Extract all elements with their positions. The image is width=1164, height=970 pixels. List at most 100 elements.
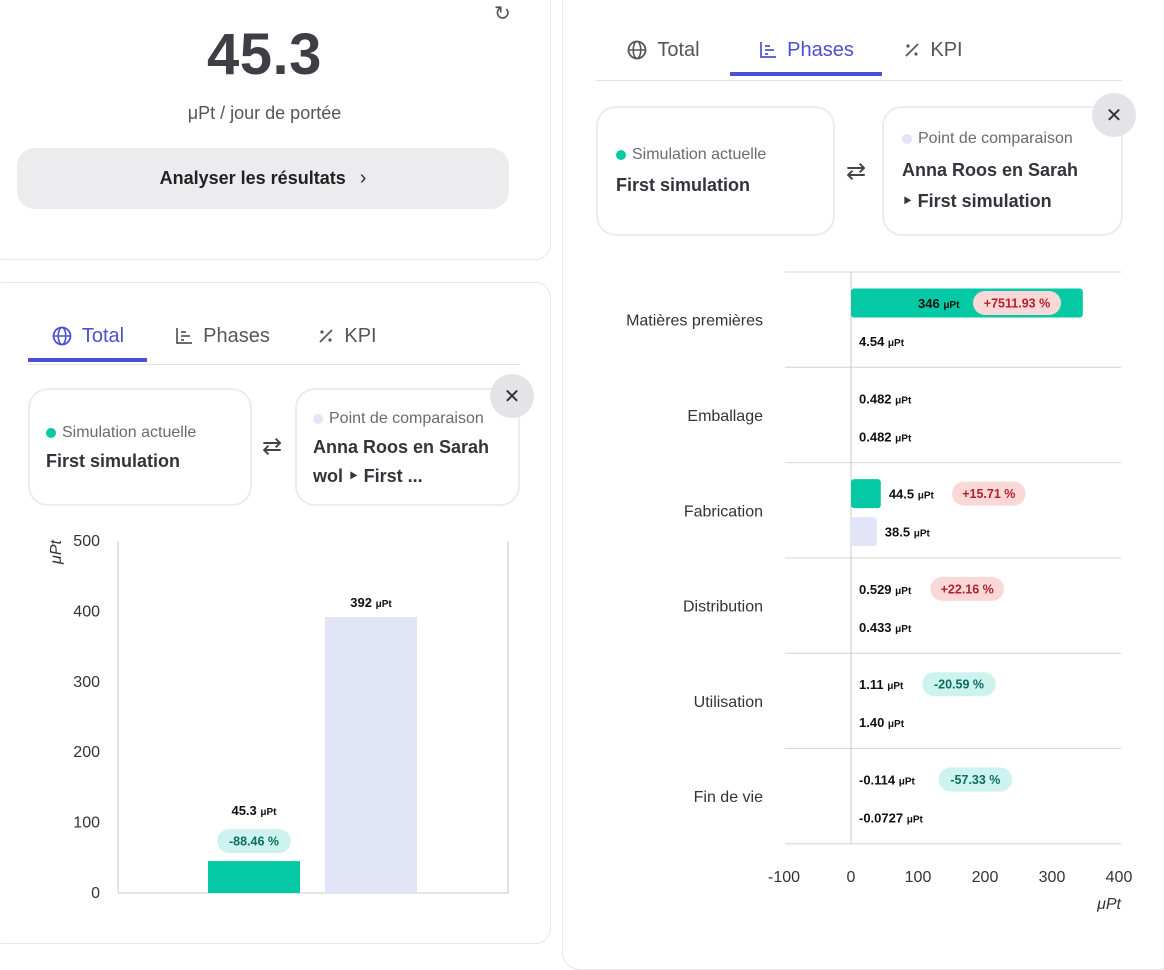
category-label: Fin de vie [694, 789, 763, 806]
comparison-point-name-line1: Anna Roos en Sarah [902, 160, 1079, 180]
tab-total-label: Total [81, 324, 125, 347]
current-simulation-box: Simulation actuelle First simulation [596, 106, 835, 236]
comparison-point-label: Point de comparaison [313, 410, 484, 428]
tab-total[interactable]: Total [28, 312, 147, 362]
comparison-point-name-line2: ‣ First simulation [902, 191, 1052, 211]
bar-value-label: 392 μPt [350, 595, 392, 610]
y-tick-label: 400 [73, 603, 100, 620]
score-card: ↻ 45.3 μPt / jour de portée Analyser les… [0, 0, 551, 260]
chevron-right-icon: › [359, 167, 367, 189]
globe-icon [627, 40, 647, 60]
current-simulation-label: Simulation actuelle [616, 146, 766, 164]
change-badge [973, 291, 1061, 315]
comparison-value-label: -0.0727 μPt [859, 811, 923, 826]
current-simulation-box: Simulation actuelle First simulation [28, 388, 252, 506]
tabs-divider [596, 80, 1122, 81]
current-value-label: 346 μPt [918, 296, 960, 311]
current-value-label: 0.482 μPt [859, 391, 912, 406]
score-unit: μPt / jour de portée [187, 103, 342, 123]
y-tick-label: 200 [73, 744, 100, 761]
change-badge-label: +22.16 % [941, 582, 994, 596]
percent-icon [319, 329, 333, 343]
category-label: Matières premières [626, 313, 763, 330]
current-simulation-label: Simulation actuelle [46, 424, 196, 442]
comparison-dot-icon [313, 414, 323, 424]
current-value-label: -0.114 μPt [859, 773, 916, 788]
tab-kpi-label: KPI [344, 324, 377, 347]
change-badge [938, 767, 1013, 792]
close-comparison-button[interactable]: ✕ [490, 374, 534, 418]
current-simulation-name: First simulation [46, 451, 181, 471]
right-tabs: Total Phases KPI [596, 26, 984, 76]
bar [325, 617, 417, 893]
tab-total-label: Total [657, 38, 700, 61]
current-simulation-name: First simulation [616, 175, 751, 195]
x-tick-label: 100 [905, 869, 932, 886]
change-badge [922, 672, 996, 697]
swap-icon[interactable]: ⇄ [846, 158, 867, 185]
change-badge-label: -57.33 % [950, 773, 1000, 787]
category-label: Fabrication [684, 503, 763, 520]
swap-icon[interactable]: ⇄ [262, 433, 283, 460]
change-badge-label: +15.71 % [962, 487, 1015, 501]
change-badge-label: -88.46 % [229, 835, 279, 849]
bar-value-label: 45.3 μPt [231, 803, 277, 818]
change-badge [930, 576, 1004, 601]
current-dot-icon [616, 150, 626, 160]
tab-total[interactable]: Total [596, 26, 730, 74]
close-comparison-button[interactable]: ✕ [1092, 93, 1136, 137]
current-value-label: 1.11 μPt [859, 677, 904, 692]
comparison-value-label: 38.5 μPt [885, 525, 931, 540]
category-label: Utilisation [694, 694, 763, 711]
comparison-point-box[interactable]: Point de comparaison Anna Roos en Sarah … [295, 388, 520, 506]
globe-icon [52, 326, 72, 346]
category-label: Emballage [687, 408, 763, 425]
close-icon: ✕ [1105, 104, 1123, 127]
tab-kpi[interactable]: KPI [882, 26, 984, 74]
bar-chart-icon [176, 328, 193, 344]
comparison-value-label: 0.482 μPt [859, 429, 912, 444]
x-tick-label: 200 [972, 869, 999, 886]
comparison-bar [851, 517, 877, 547]
analyze-results-button[interactable]: Analyser les résultats › [17, 148, 509, 209]
bar [208, 861, 300, 893]
close-icon: ✕ [503, 385, 521, 408]
comparison-point-label: Point de comparaison [902, 130, 1073, 148]
comparison-point-name-line2: wol ‣ First ... [313, 466, 423, 486]
tab-phases[interactable]: Phases [730, 26, 882, 76]
comparison-value-label: 0.433 μPt [859, 620, 912, 635]
total-bar-chart: 500 400 300 200 100 0 μPt -88.46 % 45.3 μPt 392 μ… [48, 533, 509, 902]
current-dot-icon [46, 428, 56, 438]
y-axis-label: μPt [48, 540, 65, 565]
tab-phases-label: Phases [203, 324, 270, 347]
comparison-point-box[interactable]: Point de comparaison Anna Roos en Sarah … [882, 106, 1123, 236]
phases-bar-chart: -100 0 100 200 300 400 μPt Matières premières 34… [626, 271, 1133, 913]
y-tick-label: 500 [73, 533, 100, 550]
current-value-label: 44.5 μPt [889, 487, 935, 502]
change-badge [217, 829, 291, 854]
x-tick-label: 0 [847, 869, 856, 886]
comparison-point-name-line1: Anna Roos en Sarah [313, 437, 490, 457]
y-tick-label: 100 [73, 815, 100, 832]
tab-kpi[interactable]: KPI [297, 312, 397, 360]
tabs-divider [28, 364, 520, 365]
category-label: Distribution [683, 599, 763, 616]
change-badge [952, 481, 1026, 506]
change-badge-label: -20.59 % [934, 678, 984, 692]
x-tick-label: 400 [1106, 869, 1133, 886]
x-tick-label: 300 [1039, 869, 1066, 886]
current-value-label: 0.529 μPt [859, 582, 912, 597]
tab-phases[interactable]: Phases [147, 312, 297, 360]
percent-icon [905, 43, 919, 57]
tab-kpi-label: KPI [930, 38, 963, 61]
bar-chart-icon [760, 42, 777, 58]
comparison-dot-icon [902, 134, 912, 144]
analyze-results-label: Analyser les résultats [159, 168, 346, 188]
change-badge-label: +7511.93 % [984, 297, 1050, 311]
left-tabs: Total Phases KPI [28, 312, 397, 362]
x-tick-label: -100 [768, 869, 800, 886]
y-tick-label: 300 [73, 674, 100, 691]
x-axis-label: μPt [1096, 896, 1121, 913]
refresh-icon[interactable]: ↻ [494, 3, 511, 25]
tab-phases-label: Phases [787, 38, 854, 61]
